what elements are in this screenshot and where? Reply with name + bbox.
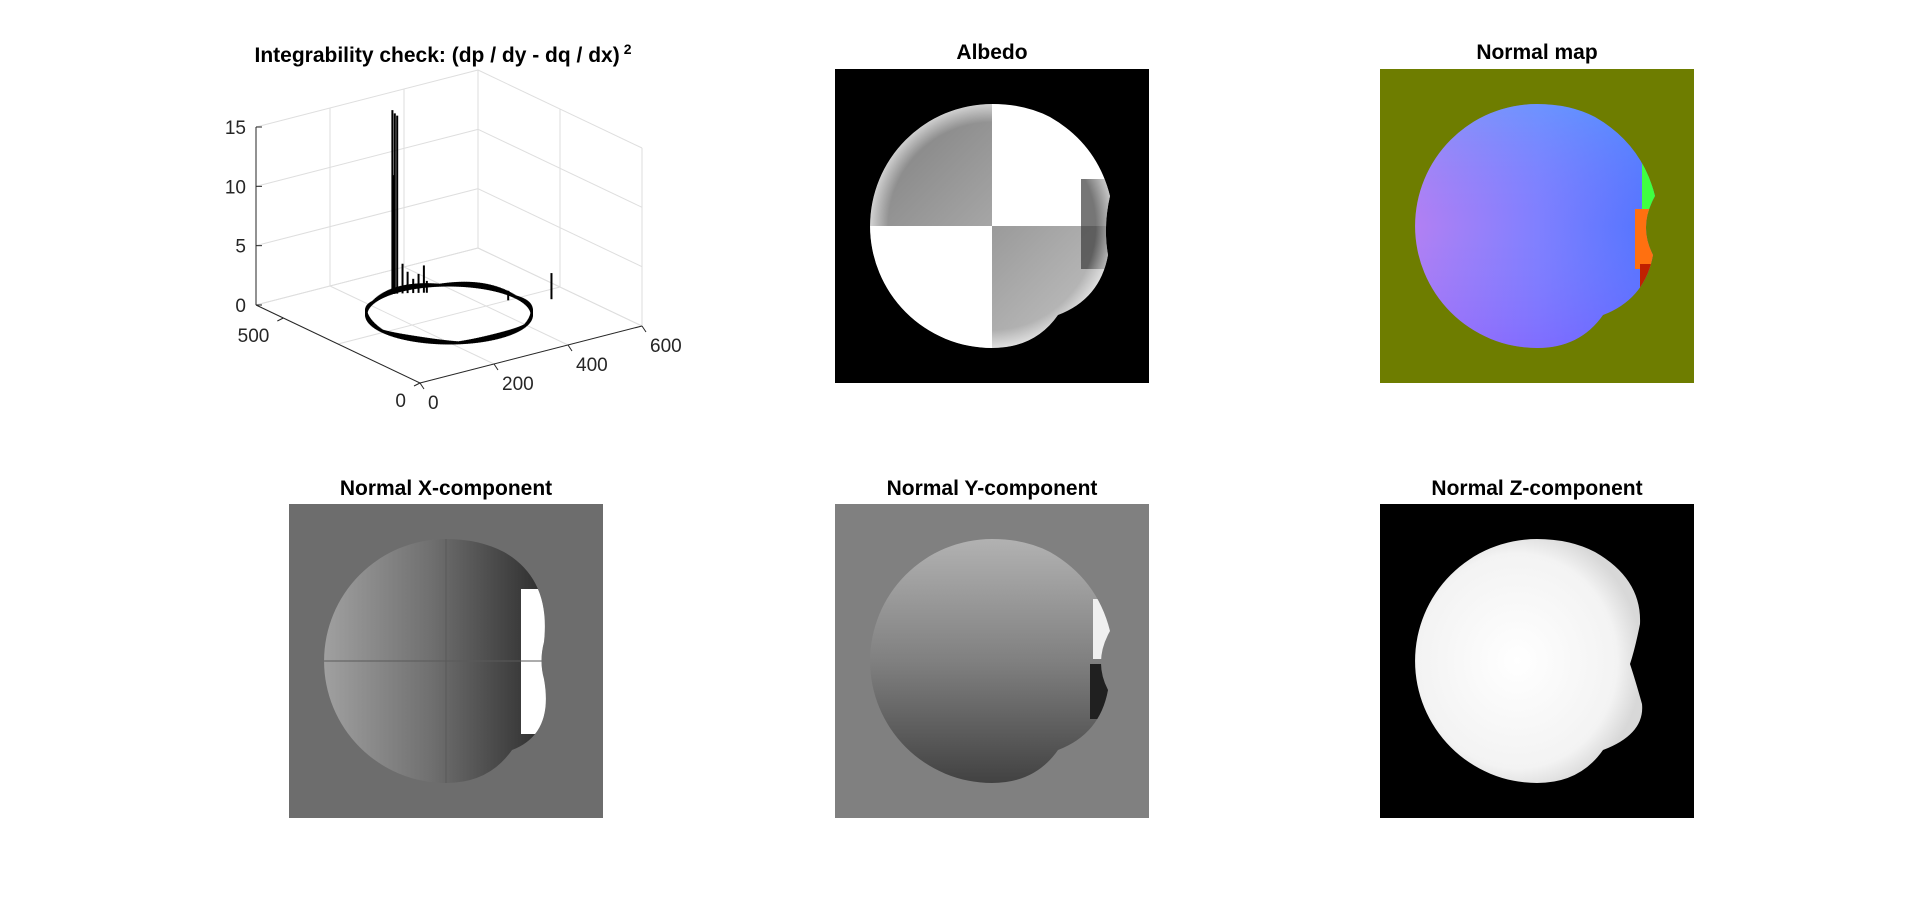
- z-tick-label: 10: [225, 177, 246, 198]
- integrability-3d-plot: 0 200 400 600 0 500 0 5 10 15: [225, 69, 682, 414]
- normal-map-title: Normal map: [1476, 41, 1598, 64]
- normal-z-title: Normal Z-component: [1431, 477, 1643, 500]
- data-spikes: [391, 110, 553, 301]
- normal-map-image: [1380, 69, 1694, 383]
- x-tick-label: 400: [576, 355, 608, 376]
- x-tick-label: 200: [502, 374, 534, 395]
- grid-line: [255, 188, 479, 247]
- albedo-title: Albedo: [956, 41, 1028, 64]
- x-tick-mark: [493, 363, 499, 371]
- x-tick-label: 0: [428, 393, 439, 414]
- y-tick-label: 0: [395, 391, 406, 412]
- z-tick-label: 0: [235, 296, 246, 317]
- grid-line: [255, 69, 479, 128]
- normal-x-image: [289, 504, 603, 818]
- axes-box: [255, 126, 647, 390]
- y-tick-mark: [413, 382, 421, 387]
- x-axis: [419, 325, 643, 384]
- z-tick-label: 15: [225, 118, 246, 139]
- tick-labels: 0 200 400 600 0 500 0 5 10 15: [225, 118, 682, 414]
- integrability-title: Integrability check: (dp / dy - dq / dx)…: [254, 41, 632, 67]
- x-tick-mark: [641, 325, 647, 333]
- x-tick-mark: [419, 382, 425, 390]
- normal-y-title: Normal Y-component: [886, 477, 1098, 500]
- normal-z-image: [1380, 504, 1694, 818]
- z-tick-label: 5: [235, 237, 246, 258]
- albedo-image: [835, 69, 1149, 383]
- y-tick-mark: [277, 317, 284, 322]
- x-tick-mark: [567, 344, 573, 352]
- grid-lines: [255, 69, 643, 384]
- normal-y-image: [835, 504, 1149, 818]
- data-ring: [365, 281, 533, 345]
- grid-line: [255, 128, 479, 187]
- x-tick-label: 600: [650, 336, 682, 357]
- normal-x-title: Normal X-component: [339, 477, 553, 500]
- grid-line: [337, 286, 561, 345]
- grid-line: [255, 247, 479, 306]
- y-tick-label: 500: [238, 326, 270, 347]
